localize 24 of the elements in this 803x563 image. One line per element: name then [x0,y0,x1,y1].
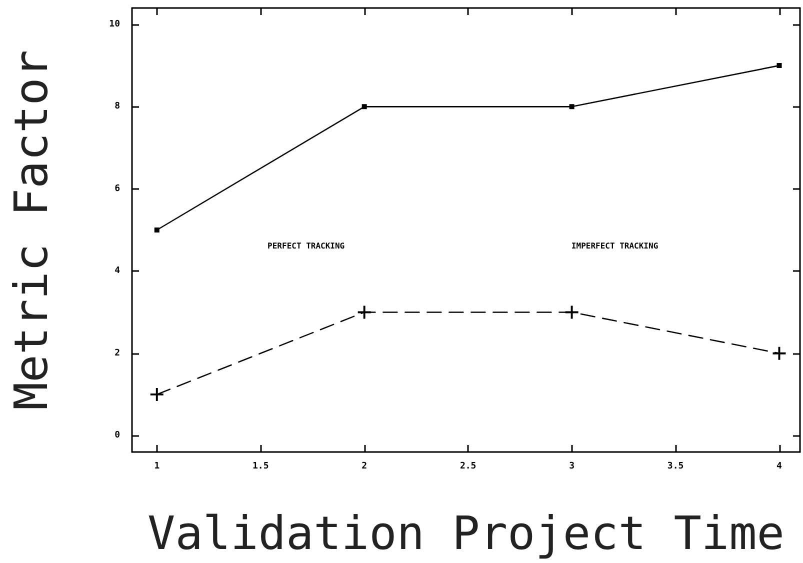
x-axis-title: Validation Project Time [148,506,784,560]
point [362,104,367,110]
x-tick-label: 3 [569,462,575,472]
y-tick-label: 2 [114,348,120,358]
point [150,388,164,401]
point [776,63,782,68]
x-tick-label: 1.5 [252,462,269,472]
y-tick-label: 4 [114,266,121,276]
y-tick-label: 0 [114,430,120,441]
annotation: PERFECT TRACKING [268,242,345,250]
x-tick-label: 2.5 [460,462,476,472]
point [154,228,160,232]
x-tick-label: 4 [776,462,783,472]
x-tick-label: 1 [154,462,160,472]
annotation: IMPERFECT TRACKING [571,242,658,250]
x-tick-label: 2 [362,462,368,472]
y-axis-title: Metric Factor [4,50,58,410]
y-tick-label: 6 [114,184,120,194]
point [569,104,574,110]
y-tick-label: 8 [114,102,120,112]
point [565,306,578,319]
y-tick-label: 10 [109,19,120,30]
x-tick-label: 3.5 [667,462,684,472]
point [358,306,371,319]
